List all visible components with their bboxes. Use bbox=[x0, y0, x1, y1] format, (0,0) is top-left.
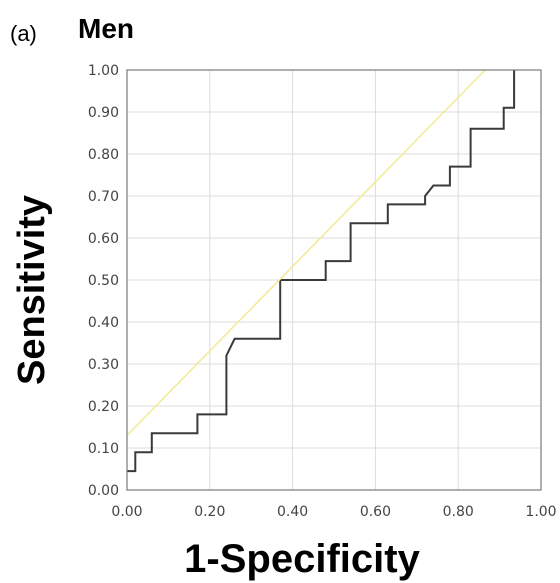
x-tick-label: 0.80 bbox=[443, 504, 474, 520]
y-tick-label: 0.60 bbox=[88, 231, 119, 247]
reference-line bbox=[126, 69, 486, 436]
panel-label: (a) bbox=[10, 21, 37, 46]
plot-frame bbox=[126, 69, 542, 491]
y-tick-label: 0.80 bbox=[88, 147, 119, 163]
y-axis-label: Sensitivity bbox=[11, 195, 53, 385]
x-tick-label: 0.20 bbox=[194, 504, 225, 520]
y-tick-label: 0.30 bbox=[88, 357, 119, 373]
y-tick-label: 0.90 bbox=[88, 105, 119, 121]
y-tick-label: 0.50 bbox=[88, 273, 119, 289]
x-tick-label: 0.40 bbox=[277, 504, 308, 520]
y-tick-label: 1.00 bbox=[88, 63, 119, 79]
y-tick-label: 0.40 bbox=[88, 315, 119, 331]
y-tick-label: 0.70 bbox=[88, 189, 119, 205]
y-tick-label: 0.20 bbox=[88, 399, 119, 415]
x-tick-label: 0.00 bbox=[111, 504, 142, 520]
tick-labels: 0.00 0.10 0.20 0.30 0.40 0.50 0.60 0.70 0.80 0.90… bbox=[88, 63, 557, 520]
roc-curve-line bbox=[127, 70, 516, 473]
grid bbox=[127, 70, 541, 490]
series-group bbox=[126, 69, 516, 473]
y-tick-label: 0.10 bbox=[88, 441, 119, 457]
y-tick-label: 0.00 bbox=[88, 483, 119, 499]
x-tick-label: 1.00 bbox=[525, 504, 556, 520]
chart-title: Men bbox=[78, 13, 134, 44]
x-tick-label: 0.60 bbox=[360, 504, 391, 520]
x-axis-label: 1-Specificity bbox=[184, 537, 420, 581]
